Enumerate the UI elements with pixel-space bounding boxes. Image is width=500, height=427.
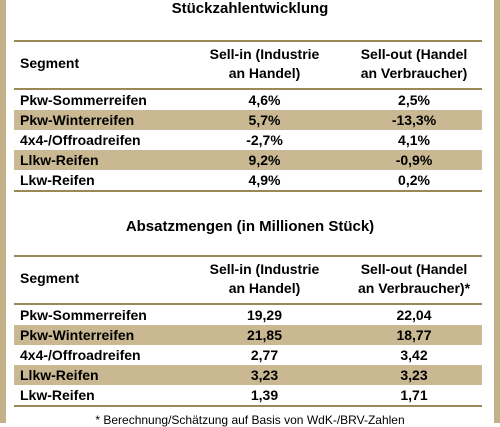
- sell-in-cell: 2,77: [250, 347, 279, 363]
- sell-out-cell: 18,77: [396, 327, 432, 343]
- sell-in-cell: 4,6%: [248, 92, 281, 108]
- table-row: Pkw-Winterreifen 5,7% -13,3%: [14, 110, 482, 130]
- column-header-sell-out-line-2: an Verbraucher)*: [357, 280, 471, 296]
- column-header-sell-out: Sell-out (Handel an Verbraucher): [344, 45, 484, 83]
- column-header-sell-in-line-2: an Handel): [228, 65, 301, 81]
- table-2: Segment Sell-in (Industrie an Handel) Se…: [14, 255, 482, 407]
- table-1: Segment Sell-in (Industrie an Handel) Se…: [14, 40, 482, 192]
- sell-out-cell: 2,5%: [398, 92, 430, 108]
- table-row: Pkw-Sommerreifen 4,6% 2,5%: [14, 90, 482, 110]
- column-header-sell-in-line-1: Sell-in (Industrie: [209, 46, 320, 62]
- segment-cell: Llkw-Reifen: [20, 367, 99, 383]
- segment-cell: Pkw-Winterreifen: [20, 327, 135, 343]
- column-header-sell-in: Sell-in (Industrie an Handel): [192, 45, 337, 83]
- column-header-sell-out-line-1: Sell-out (Handel: [360, 261, 468, 277]
- segment-cell: 4x4-/Offroadreifen: [20, 132, 141, 148]
- frame-right-border: [494, 0, 500, 423]
- table-row: Lkw-Reifen 1,39 1,71: [14, 385, 482, 407]
- table-row: Pkw-Sommerreifen 19,29 22,04: [14, 305, 482, 325]
- sell-in-cell: 5,7%: [248, 112, 281, 128]
- segment-cell: Pkw-Winterreifen: [20, 112, 135, 128]
- sell-out-cell: -0,9%: [395, 152, 433, 168]
- segment-cell: Pkw-Sommerreifen: [20, 92, 147, 108]
- table-row: 4x4-/Offroadreifen -2,7% 4,1%: [14, 130, 482, 150]
- sell-out-cell: 3,42: [400, 347, 428, 363]
- table-2-header: Segment Sell-in (Industrie an Handel) Se…: [14, 255, 482, 305]
- sell-in-cell: 3,23: [250, 367, 279, 383]
- segment-cell: Lkw-Reifen: [20, 387, 95, 403]
- frame-left-border: [0, 0, 6, 423]
- column-header-segment: Segment: [20, 55, 80, 71]
- sell-out-cell: 4,1%: [398, 132, 430, 148]
- segment-cell: 4x4-/Offroadreifen: [20, 347, 141, 363]
- table-2-title: Absatzmengen (in Millionen Stück): [125, 218, 375, 235]
- table-row: 4x4-/Offroadreifen 2,77 3,42: [14, 345, 482, 365]
- table-row: Lkw-Reifen 4,9% 0,2%: [14, 170, 482, 192]
- segment-cell: Llkw-Reifen: [20, 152, 99, 168]
- column-header-sell-out-line-2: an Verbraucher): [360, 65, 468, 81]
- sell-out-cell: -13,3%: [391, 112, 437, 128]
- table-1-title: Stückzahlentwicklung: [171, 0, 329, 17]
- sell-out-cell: 22,04: [396, 307, 432, 323]
- sell-out-cell: 1,71: [400, 387, 428, 403]
- table-1-header: Segment Sell-in (Industrie an Handel) Se…: [14, 40, 482, 90]
- sell-in-cell: -2,7%: [246, 132, 283, 148]
- column-header-sell-in-line-1: Sell-in (Industrie: [209, 261, 320, 277]
- footnote: * Berechnung/Schätzung auf Basis von WdK…: [95, 413, 405, 427]
- column-header-sell-out-line-1: Sell-out (Handel: [360, 46, 468, 62]
- sell-in-cell: 4,9%: [248, 172, 281, 188]
- segment-cell: Pkw-Sommerreifen: [20, 307, 147, 323]
- sell-in-cell: 21,85: [246, 327, 283, 343]
- column-header-segment: Segment: [20, 270, 80, 286]
- sell-out-cell: 3,23: [400, 367, 428, 383]
- segment-cell: Lkw-Reifen: [20, 172, 95, 188]
- sell-in-cell: 1,39: [250, 387, 279, 403]
- column-header-sell-out: Sell-out (Handel an Verbraucher)*: [344, 260, 484, 298]
- column-header-sell-in: Sell-in (Industrie an Handel): [192, 260, 337, 298]
- sell-in-cell: 9,2%: [248, 152, 281, 168]
- sell-out-cell: 0,2%: [398, 172, 430, 188]
- column-header-sell-in-line-2: an Handel): [228, 280, 301, 296]
- table-row: Pkw-Winterreifen 21,85 18,77: [14, 325, 482, 345]
- table-row: Llkw-Reifen 3,23 3,23: [14, 365, 482, 385]
- sell-in-cell: 19,29: [246, 307, 283, 323]
- table-row: Llkw-Reifen 9,2% -0,9%: [14, 150, 482, 170]
